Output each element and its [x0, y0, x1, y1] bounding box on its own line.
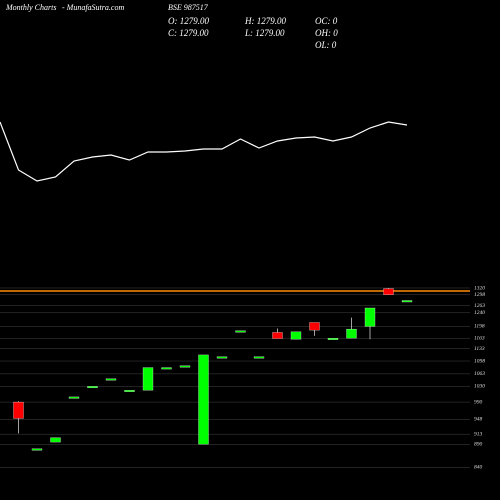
close-label: C: 1279.00: [168, 28, 209, 38]
low-label: L: 1279.00: [244, 28, 285, 38]
candle-body: [161, 367, 172, 370]
candle-body: [383, 288, 394, 295]
y-tick-label: 1240: [474, 309, 485, 316]
y-tick-label: 990: [474, 399, 483, 405]
open-label: O: 1279.00: [168, 16, 209, 26]
oc-label: OC: 0: [315, 16, 338, 26]
candle-body: [253, 356, 265, 359]
y-tick-label: 913: [474, 431, 483, 437]
candle-body: [179, 365, 191, 368]
y-tick-label: 1263: [474, 303, 485, 309]
y-tick-label: 1098: [474, 358, 485, 364]
symbol-label: BSE 987517: [168, 3, 209, 12]
candle-body: [290, 331, 302, 340]
candle-body: [235, 330, 246, 333]
candle-body: [401, 300, 413, 303]
candle-body: [68, 396, 80, 399]
candle-body: [309, 322, 320, 331]
y-tick-label: 890: [474, 442, 483, 448]
candle-body: [105, 378, 117, 381]
candle-body: [346, 328, 357, 339]
candle-body: [13, 401, 24, 419]
candle-body: [272, 332, 283, 339]
candle-body: [216, 356, 228, 359]
site-label: - MunafaSutra.com: [62, 3, 124, 12]
y-tick-label: 1030: [474, 384, 485, 390]
candle-body: [124, 390, 135, 392]
candle-body: [327, 338, 339, 340]
ol-label: OL: 0: [315, 40, 337, 50]
y-tick-label: 1063: [474, 371, 485, 377]
y-tick-label: 948: [474, 416, 483, 423]
candle-body: [198, 354, 209, 445]
y-tick-label: 1298: [474, 292, 485, 298]
indicator-line: [0, 121, 408, 182]
y-tick-label: 1320: [474, 285, 485, 291]
candle-body: [364, 307, 376, 327]
candle-body: [142, 367, 154, 391]
high-label: H: 1279.00: [244, 16, 286, 26]
y-tick-label: 1198: [474, 324, 485, 330]
chart-label: Monthly Charts: [5, 3, 56, 12]
candle-body: [87, 386, 98, 389]
y-tick-label: 1133: [474, 346, 485, 352]
y-tick-label: 840: [474, 464, 483, 471]
oh-label: OH: 0: [315, 28, 338, 38]
y-tick-label: 1163: [474, 335, 485, 341]
candle-body: [31, 448, 43, 451]
candle-body: [50, 437, 61, 443]
